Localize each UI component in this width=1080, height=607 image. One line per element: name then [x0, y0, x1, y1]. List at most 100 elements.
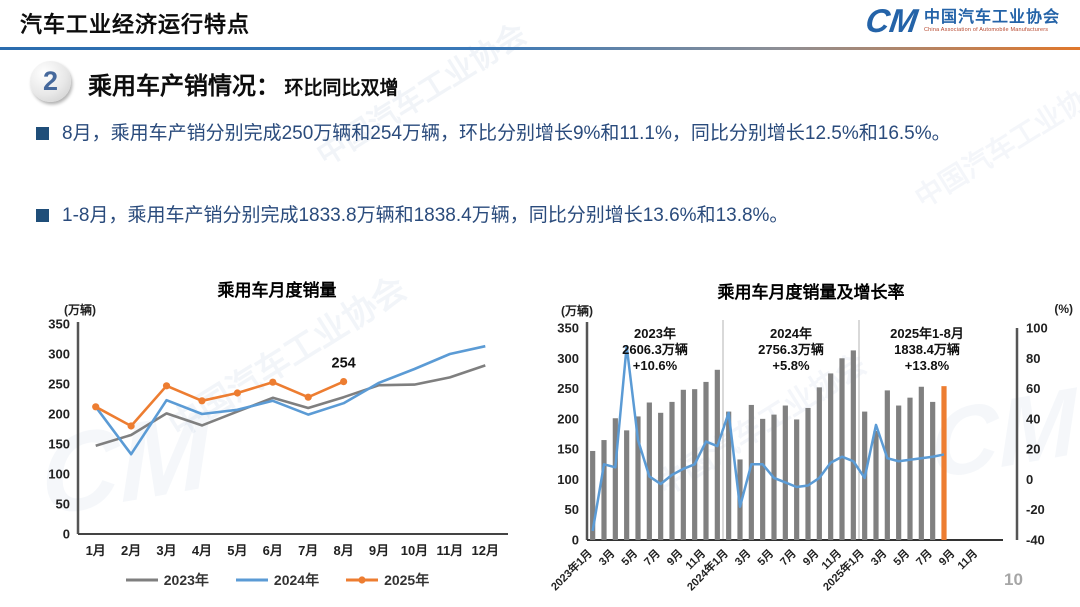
growth-rate-line	[591, 344, 945, 532]
right-y-tick-label: 20	[1026, 442, 1040, 457]
x-tick-label: 5月	[227, 543, 247, 558]
sales-bar	[624, 430, 630, 540]
sales-bar	[726, 411, 732, 540]
left-y-tick-label: 350	[557, 321, 579, 336]
series-marker	[340, 378, 348, 386]
legend-swatch	[346, 576, 379, 584]
org-name-cn: 中国汽车工业协会	[923, 8, 1060, 26]
y-tick-label: 250	[48, 377, 70, 392]
right-y-tick-label: -40	[1026, 533, 1045, 548]
chart-legend: 2023年 2024年 2025年	[38, 570, 516, 590]
y-tick-label: 200	[48, 407, 70, 422]
x-tick-label: 11月	[437, 543, 464, 558]
x-tick-label: 2023年1月	[548, 546, 595, 593]
right-y-tick-label: 0	[1026, 472, 1033, 487]
legend-label: 2025年	[384, 572, 430, 588]
x-tick-label: 6月	[263, 543, 283, 558]
sales-bar	[646, 402, 652, 540]
right-y-tick-label: 60	[1026, 381, 1040, 396]
bullet-text: 1-8月，乘用车产销分别完成1833.8万辆和1838.4万辆，同比分别增长13…	[62, 205, 789, 226]
sales-bar	[680, 389, 686, 540]
x-tick-label: 10月	[401, 543, 428, 558]
series-line-2025年	[95, 380, 345, 428]
y-tick-label: 150	[48, 437, 70, 452]
y-tick-label: 350	[48, 317, 70, 332]
x-tick-label: 7月	[913, 547, 934, 568]
chart-title: 乘用车月度销量及增长率	[717, 283, 905, 302]
x-tick-label: 11月	[955, 547, 980, 572]
svg-text:2024年: 2024年	[770, 326, 812, 341]
sales-bar	[760, 418, 766, 540]
page-number: 10	[1004, 570, 1023, 589]
x-tick-label: 2月	[121, 543, 141, 558]
legend-item-2025年: 2025年	[345, 570, 429, 590]
legend-swatch	[235, 578, 268, 582]
x-tick-label: 8月	[334, 543, 354, 558]
section-heading-main: 乘用车产销情况：	[88, 73, 280, 100]
left-y-tick-label: 200	[557, 411, 579, 426]
left-y-tick-label: 250	[557, 381, 579, 396]
page-title: 汽车工业经济运行特点	[20, 12, 251, 37]
line-chart-plot: 0 50 100 150 200 250 300 350 1月 2月 3月 4月 5月 6月 7月 8月 9月 1…	[48, 317, 508, 558]
svg-text:2756.3万辆: 2756.3万辆	[758, 342, 824, 357]
x-tick-label: 9月	[369, 543, 389, 558]
sales-bar	[590, 450, 596, 540]
section-number-badge: 2	[30, 61, 71, 102]
legend-swatch	[125, 578, 158, 582]
svg-text:+13.8%: +13.8%	[905, 358, 950, 373]
sales-bar	[601, 440, 607, 540]
series-line-2023年	[95, 364, 486, 448]
series-marker	[198, 397, 206, 405]
x-tick-label: 3月	[596, 547, 617, 568]
x-tick-label: 5月	[755, 547, 776, 568]
sales-bar	[782, 405, 788, 540]
series-marker	[127, 422, 135, 430]
sales-bar	[896, 405, 902, 540]
x-tick-label: 5月	[619, 547, 640, 568]
legend-label: 2024年	[273, 572, 320, 588]
series-marker	[162, 382, 171, 390]
x-tick-label: 7月	[298, 543, 318, 558]
sales-bar	[873, 430, 879, 540]
left-y-tick-label: 150	[557, 442, 579, 457]
x-tick-label: 12月	[472, 543, 499, 558]
sales-bar	[748, 404, 754, 540]
sales-bar	[918, 386, 924, 540]
x-tick-label: 9月	[800, 547, 821, 568]
x-tick-label: 3月	[732, 547, 753, 568]
series-marker	[269, 378, 277, 386]
x-tick-label: 9月	[664, 547, 685, 568]
sales-bar	[850, 350, 856, 540]
y-tick-label: 100	[48, 467, 70, 482]
x-tick-label: 1月	[86, 543, 106, 558]
section-heading-sub: 环比同比双增	[284, 78, 399, 99]
section-heading: 乘用车产销情况： 环比同比双增	[88, 66, 398, 101]
y-tick-label: 300	[48, 347, 70, 362]
right-y-tick-label: 80	[1026, 351, 1040, 366]
legend-item-2023年: 2023年	[125, 570, 209, 590]
sales-bar	[828, 373, 834, 540]
sales-bar	[805, 407, 811, 540]
series-marker	[304, 393, 312, 401]
sales-bar	[658, 412, 664, 540]
combo-chart-plot: 0 50 100 150 200 250 300 350 -40 -20 0 20 40 60 80 100 2…	[548, 320, 1048, 593]
sales-bar	[839, 358, 845, 540]
bullet-square-icon	[36, 127, 49, 140]
left-y-tick-label: 0	[572, 533, 579, 548]
svg-text:2025年1-8月: 2025年1-8月	[890, 326, 964, 341]
series-line-2024年	[94, 344, 486, 456]
series-marker	[92, 403, 100, 411]
sales-bar	[703, 381, 709, 540]
svg-text:2606.3万辆: 2606.3万辆	[622, 342, 688, 357]
legend-label: 2023年	[163, 572, 209, 588]
bullet-square-icon	[36, 209, 49, 222]
sales-bar	[635, 416, 641, 540]
monthly-sales-line-chart: 乘用车月度销量 (万辆) 0 50 100 150 200 250 300 350 1月 2月 3月…	[38, 268, 516, 602]
right-y-tick-label: -20	[1026, 502, 1045, 517]
right-y-axis-unit-label: (%)	[1054, 302, 1073, 316]
x-tick-label: 7月	[641, 547, 662, 568]
sales-bar	[930, 401, 936, 540]
